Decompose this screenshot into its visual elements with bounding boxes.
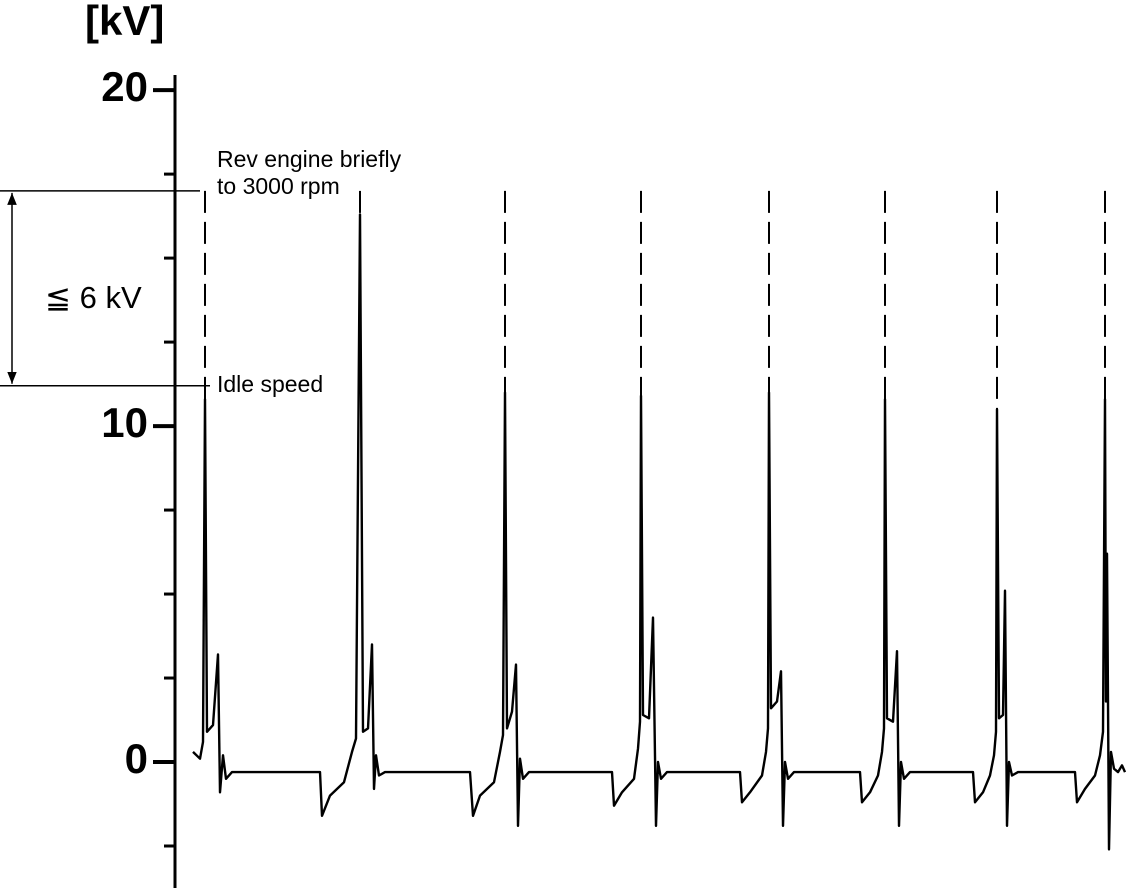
y-unit: [kV] <box>85 0 164 44</box>
annotation: Idle speed <box>217 371 323 397</box>
y-tick-label: 10 <box>101 399 148 446</box>
range-label: ≦ 6 kV <box>45 280 142 315</box>
annotation: Rev engine briefly <box>217 146 402 172</box>
y-tick-label: 0 <box>125 735 148 782</box>
annotation: to 3000 rpm <box>217 173 340 199</box>
y-tick-label: 20 <box>101 63 148 110</box>
voltage-trace <box>192 213 1127 851</box>
